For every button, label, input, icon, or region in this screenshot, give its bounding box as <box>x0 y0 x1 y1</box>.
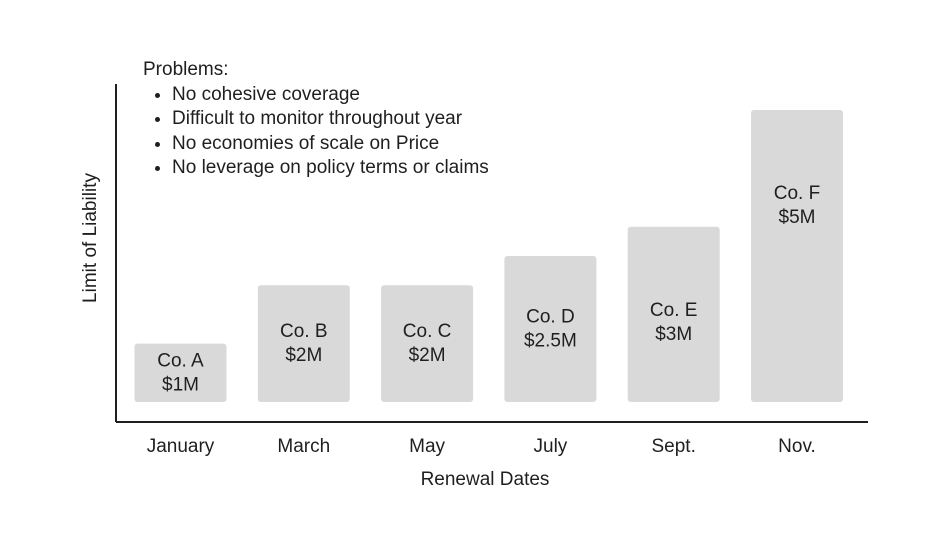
bar-value-label: $2M <box>409 345 446 366</box>
bar <box>627 226 720 402</box>
bar-value-label: $2M <box>285 345 322 366</box>
bar-company-label: Co. E <box>650 300 698 321</box>
bar-labels-layer: Co. A $1M Co. B $2M Co. C $2M Co. D $2.5M Co. E $… <box>157 183 820 395</box>
problem-item: No economies of scale on Price <box>172 132 489 157</box>
bar-company-label: Co. C <box>403 321 452 342</box>
problems-title: Problems: <box>143 59 229 80</box>
bar <box>257 285 350 402</box>
bar-company-label: Co. B <box>280 321 328 342</box>
bars-layer <box>134 110 843 402</box>
bar-value-label: $2.5M <box>524 331 577 352</box>
bar <box>504 256 597 402</box>
y-axis-title: Limit of Liability <box>80 173 101 303</box>
problem-item: No leverage on policy terms or claims <box>172 156 489 181</box>
bar-value-label: $3M <box>655 324 692 345</box>
bar <box>751 110 843 402</box>
bar-company-label: Co. A <box>157 350 204 371</box>
bar-value-label: $5M <box>779 207 816 228</box>
bar <box>381 285 474 402</box>
x-tick-label: January <box>147 436 215 457</box>
x-tick-label: Sept. <box>652 436 696 457</box>
problems-annotation: Problems: No cohesive coverage Difficult… <box>143 58 489 181</box>
bar-company-label: Co. D <box>526 307 575 328</box>
x-axis-title: Renewal Dates <box>421 469 550 490</box>
problem-item: No cohesive coverage <box>172 83 489 108</box>
bar-company-label: Co. F <box>774 183 820 204</box>
problem-item: Difficult to monitor throughout year <box>172 107 489 132</box>
x-tick-labels-layer: January March May July Sept. Nov. <box>147 436 816 457</box>
bar <box>134 343 227 402</box>
x-tick-label: March <box>277 436 330 457</box>
problems-list: No cohesive coverage Difficult to monito… <box>143 83 489 181</box>
x-tick-label: May <box>409 436 445 457</box>
x-tick-label: Nov. <box>778 436 816 457</box>
x-tick-label: July <box>534 436 568 457</box>
bar-value-label: $1M <box>162 374 199 395</box>
